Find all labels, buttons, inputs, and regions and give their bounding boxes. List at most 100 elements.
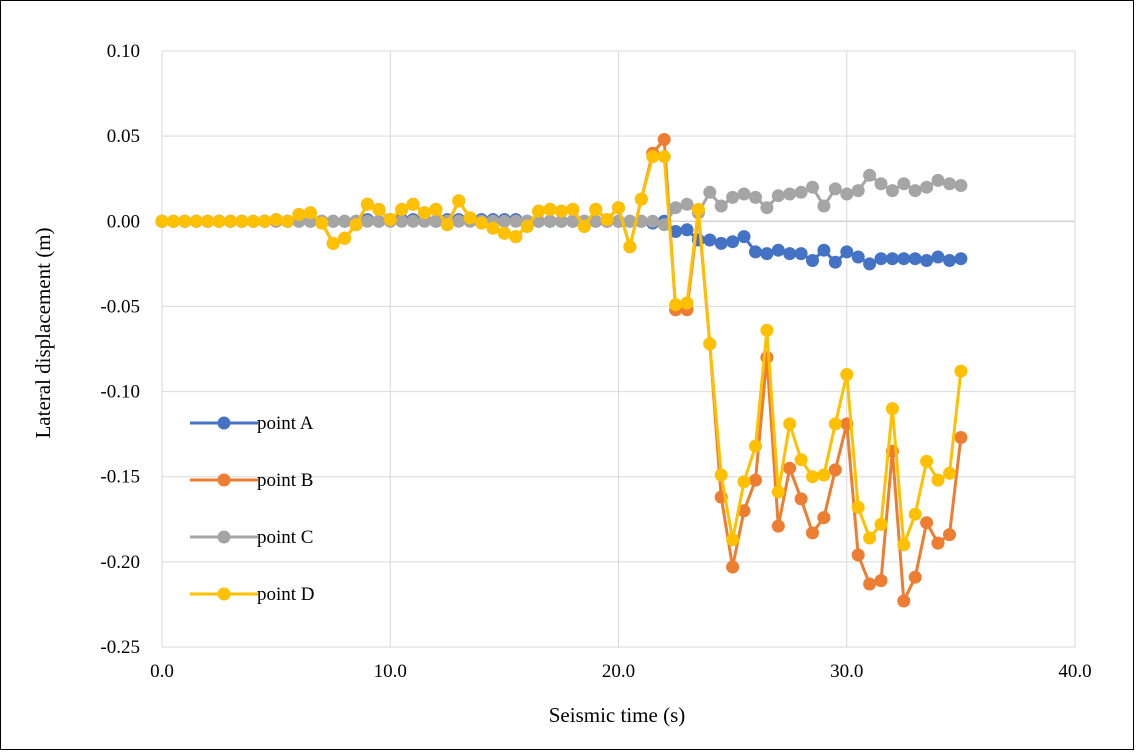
data-point xyxy=(395,215,408,228)
data-point xyxy=(806,526,819,539)
data-point xyxy=(875,574,888,587)
data-point xyxy=(726,191,739,204)
data-point xyxy=(897,252,910,265)
data-point xyxy=(715,237,728,250)
legend-swatch-marker xyxy=(218,531,231,544)
series-point-d xyxy=(156,150,968,551)
data-point xyxy=(909,184,922,197)
data-point xyxy=(509,230,522,243)
data-point xyxy=(407,198,420,211)
data-point xyxy=(224,215,237,228)
data-point xyxy=(863,257,876,270)
data-point xyxy=(943,467,956,480)
data-point xyxy=(361,215,374,228)
data-point xyxy=(749,191,762,204)
data-point xyxy=(897,538,910,551)
data-point xyxy=(612,201,625,214)
x-tick-label: 20.0 xyxy=(602,661,635,682)
data-point xyxy=(749,245,762,258)
legend-item: point A xyxy=(190,413,314,434)
data-point xyxy=(954,431,967,444)
data-point xyxy=(760,201,773,214)
legend-label: point A xyxy=(257,413,314,434)
data-point xyxy=(658,150,671,163)
data-point xyxy=(715,469,728,482)
y-tick-label: 0.10 xyxy=(107,41,140,62)
data-point xyxy=(623,240,636,253)
data-point xyxy=(806,470,819,483)
data-point xyxy=(783,417,796,430)
data-point xyxy=(897,177,910,190)
tick-labels: 0.10 0.05 0.00 -0.05 -0.10 -0.15 -0.20 -0.25 0.0… xyxy=(100,41,1091,682)
data-point xyxy=(783,188,796,201)
data-point xyxy=(418,206,431,219)
data-point xyxy=(201,215,214,228)
data-point xyxy=(395,203,408,216)
data-point xyxy=(692,203,705,216)
data-point xyxy=(932,174,945,187)
data-point xyxy=(920,181,933,194)
data-point xyxy=(646,150,659,163)
data-point xyxy=(258,215,271,228)
data-point xyxy=(897,595,910,608)
data-point xyxy=(601,213,614,226)
data-point xyxy=(817,511,830,524)
legend-item: point C xyxy=(190,527,313,548)
y-tick-label: -0.15 xyxy=(100,467,140,488)
data-point xyxy=(178,215,191,228)
data-point xyxy=(886,184,899,197)
data-point xyxy=(817,469,830,482)
data-point xyxy=(327,237,340,250)
data-point xyxy=(749,440,762,453)
data-point xyxy=(658,133,671,146)
y-tick-label: -0.10 xyxy=(100,382,140,403)
data-point xyxy=(829,417,842,430)
data-point xyxy=(932,474,945,487)
legend-swatch-marker xyxy=(218,417,231,430)
data-point xyxy=(452,194,465,207)
data-point xyxy=(875,177,888,190)
data-point xyxy=(772,520,785,533)
data-point xyxy=(875,518,888,531)
data-point xyxy=(669,201,682,214)
legend-label: point C xyxy=(257,527,313,548)
data-point xyxy=(167,215,180,228)
data-point xyxy=(247,215,260,228)
data-point xyxy=(544,215,557,228)
data-point xyxy=(475,217,488,230)
data-point xyxy=(509,215,522,228)
data-point xyxy=(429,203,442,216)
data-point xyxy=(498,227,511,240)
grid-lines xyxy=(162,51,1075,647)
data-point xyxy=(441,218,454,231)
data-point xyxy=(464,211,477,224)
data-point xyxy=(281,215,294,228)
data-point xyxy=(235,215,248,228)
data-point xyxy=(487,222,500,235)
y-tick-label: -0.05 xyxy=(100,296,140,317)
y-tick-label: -0.25 xyxy=(100,637,140,658)
data-point xyxy=(726,235,739,248)
data-point xyxy=(372,203,385,216)
legend-item: point D xyxy=(190,584,315,605)
data-point xyxy=(920,516,933,529)
data-point xyxy=(783,247,796,260)
data-point xyxy=(840,188,853,201)
data-point xyxy=(521,220,534,233)
data-point xyxy=(350,218,363,231)
data-point xyxy=(817,200,830,213)
data-point xyxy=(943,528,956,541)
data-point xyxy=(795,247,808,260)
y-tick-label: -0.20 xyxy=(100,552,140,573)
legend-swatch-marker xyxy=(218,474,231,487)
data-point xyxy=(840,245,853,258)
x-tick-label: 30.0 xyxy=(830,661,863,682)
data-point xyxy=(338,232,351,245)
data-point xyxy=(589,203,602,216)
data-point xyxy=(795,453,808,466)
legend: point A point B point C point D xyxy=(190,413,315,605)
data-point xyxy=(863,169,876,182)
data-point xyxy=(544,203,557,216)
data-point xyxy=(703,186,716,199)
data-point xyxy=(361,198,374,211)
